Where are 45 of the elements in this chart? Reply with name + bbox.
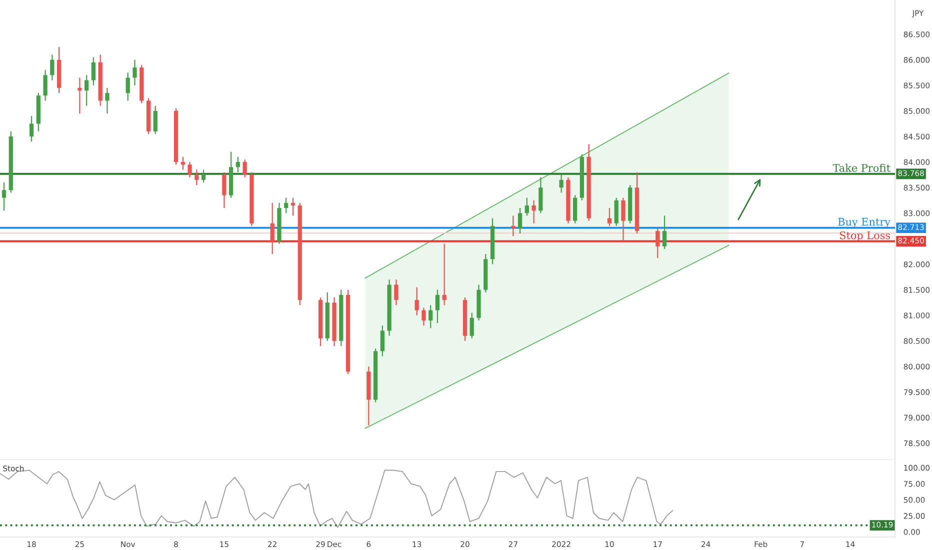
candlestick <box>614 197 618 226</box>
candlestick <box>621 197 626 242</box>
candlestick <box>43 69 48 102</box>
candlestick <box>573 194 578 224</box>
line-series <box>0 470 674 528</box>
candlestick <box>105 87 110 114</box>
candlestick <box>422 307 426 326</box>
candlestick <box>222 172 226 209</box>
candlestick <box>153 105 158 134</box>
candlestick <box>78 77 82 114</box>
candlestick <box>538 176 543 214</box>
candlestick <box>188 161 192 178</box>
candlestick <box>201 169 206 184</box>
candlestick <box>380 325 384 357</box>
candlestick <box>428 304 433 329</box>
candlestick <box>656 228 660 259</box>
candlestick <box>394 279 398 306</box>
candlestick <box>126 72 130 102</box>
candlestick <box>242 158 247 178</box>
candlestick <box>559 174 564 194</box>
candlestick <box>284 197 288 214</box>
candlestick <box>470 312 474 339</box>
candlestick <box>607 207 612 226</box>
candlestick <box>91 56 96 86</box>
candlestick <box>2 182 6 212</box>
candlestick <box>236 156 240 173</box>
ref-line-label: Take Profit <box>832 164 890 172</box>
candlestick <box>442 243 446 306</box>
candlestick <box>194 169 199 186</box>
candlestick <box>414 286 419 316</box>
candlestick <box>270 202 274 255</box>
candlestick <box>132 59 137 86</box>
candlestick <box>511 215 516 237</box>
candlestick <box>518 207 522 234</box>
candlestick <box>290 197 296 216</box>
candlestick <box>662 215 667 250</box>
candlestick <box>435 289 440 324</box>
candlestick <box>50 54 54 81</box>
candlestick <box>84 74 89 106</box>
candlestick <box>532 200 536 224</box>
candlestick <box>180 156 185 170</box>
candlestick <box>29 115 34 142</box>
candlestick <box>524 197 529 216</box>
ref-line-label: Stop Loss <box>840 231 890 242</box>
ref-line-label: Buy Entry <box>838 218 890 228</box>
